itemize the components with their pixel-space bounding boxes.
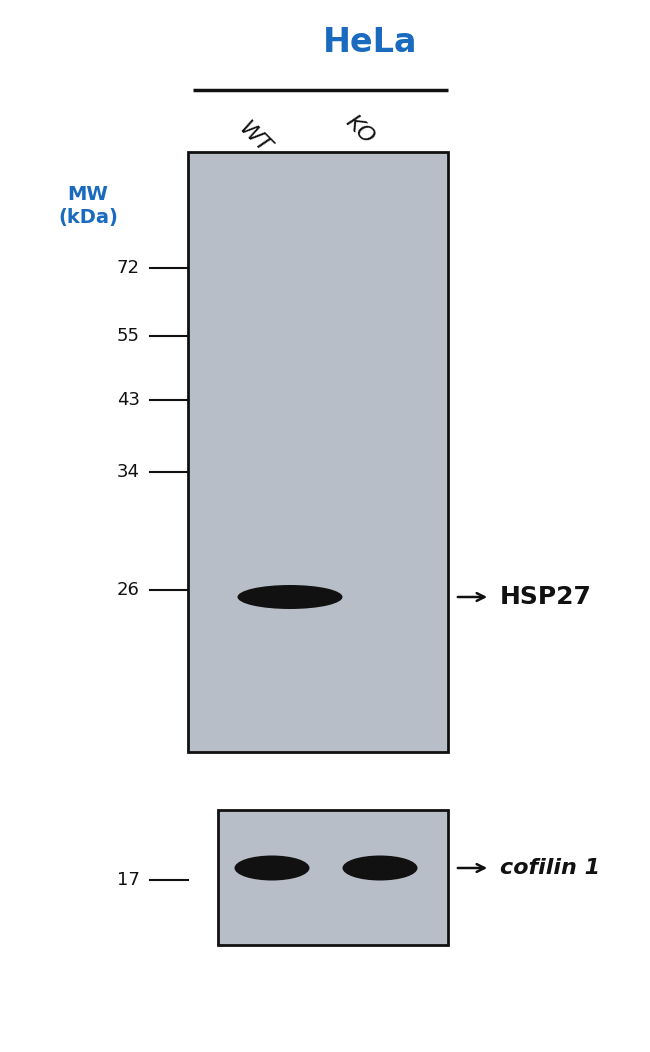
- Text: WT: WT: [235, 118, 275, 158]
- Text: KO: KO: [342, 112, 378, 148]
- Text: HSP27: HSP27: [500, 585, 592, 609]
- Ellipse shape: [235, 855, 309, 881]
- Text: MW
(kDa): MW (kDa): [58, 185, 118, 227]
- Ellipse shape: [343, 855, 417, 881]
- Bar: [218, 810, 448, 945]
- Text: 55: 55: [117, 327, 140, 345]
- Bar: [188, 151, 448, 752]
- Text: 17: 17: [117, 871, 140, 889]
- Text: HeLa: HeLa: [323, 25, 417, 59]
- Ellipse shape: [237, 585, 343, 609]
- Text: 26: 26: [117, 581, 140, 599]
- Text: 72: 72: [117, 259, 140, 277]
- Text: 34: 34: [117, 463, 140, 481]
- Text: 43: 43: [117, 391, 140, 409]
- Text: cofilin 1: cofilin 1: [500, 858, 600, 878]
